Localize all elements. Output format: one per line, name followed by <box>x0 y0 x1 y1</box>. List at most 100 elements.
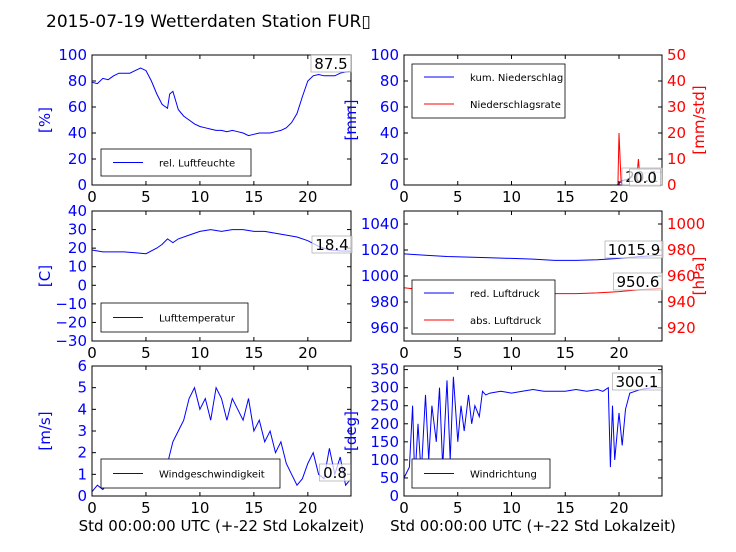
y-tick-label: 100 <box>58 46 87 64</box>
y-tick-label: −10 <box>55 295 87 313</box>
x-tick-label: 15 <box>244 499 263 517</box>
legend: kum. Niederschlag Niederschlagsrate <box>411 63 566 119</box>
x-tick-label: 5 <box>453 344 463 362</box>
legend-label: kum. Niederschlag <box>470 73 563 84</box>
x-tick-label: 0 <box>87 499 97 517</box>
x-tick-label: 15 <box>556 499 575 517</box>
y-tick-label: 4 <box>77 400 87 418</box>
y-tick-label: 20 <box>380 150 399 168</box>
annotation-box <box>311 235 353 254</box>
plot-frame <box>91 210 352 342</box>
y-tick-label: 1040 <box>361 215 399 233</box>
panel-precip: 0 5 10 15 20 0 20 40 60 80 100 0 10 20 30 40 50 [mm] [mm/s… <box>342 46 708 206</box>
annotation-value: 87.5 <box>314 55 347 73</box>
plot-frame <box>403 365 663 497</box>
figure-title: 2015-07-19 Wetterdaten Station FUR▯ <box>46 12 371 32</box>
plot-frame <box>91 54 352 186</box>
x-tick-label: 15 <box>244 344 263 362</box>
annotation-box <box>310 54 352 73</box>
annotation-box <box>612 372 662 391</box>
annotation-value: 300.1 <box>616 373 659 391</box>
annotation-box <box>604 240 664 259</box>
y-tick-label: 200 <box>370 415 399 433</box>
x-tick-label: 20 <box>298 188 317 206</box>
legend-label: rel. Luftfeuchte <box>159 159 235 170</box>
x-tick-label: 5 <box>453 188 463 206</box>
y-right-tick-label: 1000 <box>667 215 705 233</box>
y-right-tick-label: 960 <box>667 267 696 285</box>
legend-label: Windgeschwindigkeit <box>159 470 265 481</box>
y-right-tick-label: 920 <box>667 319 696 337</box>
y-tick-label: 40 <box>380 124 399 142</box>
y-tick-label: 20 <box>68 239 87 257</box>
legend-label: Lufttemperatur <box>159 314 236 325</box>
x-tick-label: 0 <box>87 188 97 206</box>
x-tick-label: 10 <box>190 344 209 362</box>
x-tick-label: 10 <box>502 188 521 206</box>
panel-humidity: 0 5 10 15 20 0 20 40 60 80 100 [%] rel. Luftfeuchte 8… <box>36 46 352 206</box>
annotation-value: 1015.9 <box>608 241 661 259</box>
y-tick-label: 10 <box>68 258 87 276</box>
x-tick-label: 5 <box>141 499 151 517</box>
legend: red. Luftdruck abs. Luftdruck <box>411 279 556 335</box>
y-right-tick-label: 0 <box>667 176 677 194</box>
y-tick-label: 3 <box>77 422 87 440</box>
y-right-tick-label: 50 <box>667 46 686 64</box>
legend-label: red. Luftdruck <box>470 289 540 300</box>
y-right-tick-label: 10 <box>667 150 686 168</box>
legend-label: abs. Luftdruck <box>470 316 541 327</box>
plot-frame <box>91 365 352 497</box>
legend-box <box>100 302 249 333</box>
x-tick-label: 10 <box>190 188 209 206</box>
y-axis-label: [C] <box>36 265 54 287</box>
x-tick-label: 20 <box>609 344 628 362</box>
y-tick-label: 40 <box>68 124 87 142</box>
y-tick-label: 60 <box>380 98 399 116</box>
legend: Lufttemperatur <box>100 302 249 333</box>
y-tick-label: 0 <box>77 276 87 294</box>
y-tick-label: 60 <box>68 98 87 116</box>
y-tick-label: 300 <box>370 379 399 397</box>
y-tick-label: 980 <box>370 293 399 311</box>
legend-label: Windrichtung <box>470 470 537 481</box>
y-tick-label: 0 <box>389 487 399 505</box>
annotation-box <box>629 168 661 187</box>
y-tick-label: 50 <box>380 469 399 487</box>
y-axis-right-label: [mm/std] <box>690 85 708 154</box>
panel-temperature: 0 5 10 15 20−30−20−10010203040[C]Lufttempera… <box>36 202 353 362</box>
legend-label: Niederschlagsrate <box>470 100 561 111</box>
y-axis-right-label: [hPa] <box>690 257 708 296</box>
y-tick-label: −20 <box>55 313 87 331</box>
series-line-rel-luftfeuchte <box>91 67 352 137</box>
annotation-value: 18.4 <box>315 236 348 254</box>
x-tick-label: 5 <box>141 188 151 206</box>
x-tick-label: 10 <box>190 499 209 517</box>
y-axis-label: [deg] <box>342 411 360 451</box>
x-tick-label: 20 <box>609 499 628 517</box>
x-tick-label: 5 <box>453 499 463 517</box>
y-tick-label: 1020 <box>361 241 399 259</box>
legend-box <box>411 63 566 119</box>
x-axis-label: Std 00:00:00 UTC (+-22 Std Lokalzeit) <box>390 517 676 535</box>
y-tick-label: 250 <box>370 397 399 415</box>
x-tick-label: 15 <box>556 344 575 362</box>
x-tick-label: 10 <box>502 344 521 362</box>
x-tick-label: 20 <box>298 499 317 517</box>
y-tick-label: 100 <box>370 46 399 64</box>
x-tick-label: 0 <box>399 344 409 362</box>
annotation-value: 0.0 <box>633 169 657 187</box>
annotation-box <box>613 272 663 291</box>
y-tick-label: 30 <box>68 221 87 239</box>
y-tick-label: 6 <box>77 357 87 375</box>
y-tick-label: 80 <box>68 72 87 90</box>
legend: Windgeschwindigkeit <box>100 458 281 489</box>
legend: Windrichtung <box>411 458 551 489</box>
y-tick-label: 1000 <box>361 267 399 285</box>
x-tick-label: 20 <box>609 188 628 206</box>
y-axis-label: [mm] <box>342 100 360 141</box>
series-line-red-luftdruck <box>403 253 663 261</box>
y-tick-label: 40 <box>68 202 87 220</box>
x-tick-label: 5 <box>141 344 151 362</box>
y-tick-label: 1 <box>77 465 87 483</box>
